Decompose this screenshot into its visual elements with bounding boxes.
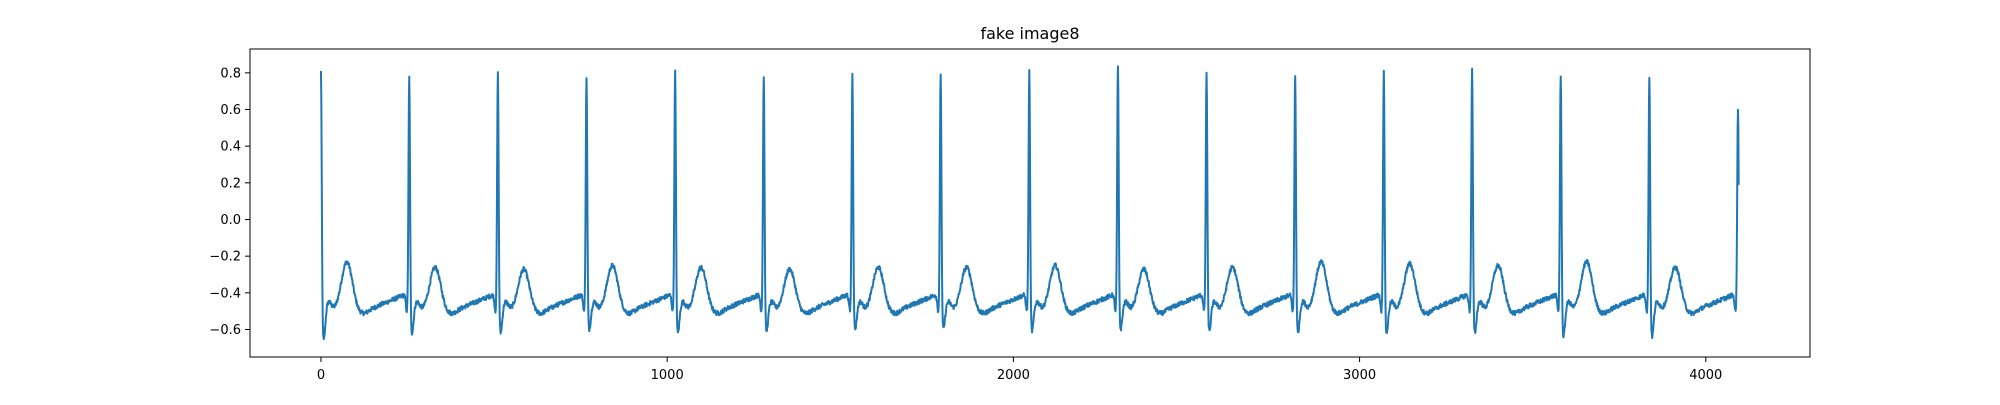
- y-tick-label: −0.4: [209, 286, 241, 301]
- y-tick-label: 0.8: [220, 66, 241, 81]
- y-tick-label: 0.0: [220, 213, 241, 228]
- y-tick-label: −0.6: [209, 323, 241, 338]
- x-tick-label: 1000: [651, 368, 684, 383]
- x-tick-label: 2000: [997, 368, 1030, 383]
- x-tick-label: 3000: [1343, 368, 1376, 383]
- y-tick-label: −0.2: [209, 250, 241, 265]
- y-tick-label: 0.2: [220, 176, 241, 191]
- y-tick-label: 0.4: [220, 140, 241, 155]
- plot-frame: [249, 48, 1811, 358]
- series-line: [319, 65, 1740, 341]
- plot-area: [319, 65, 1740, 341]
- axes: 0 1000 2000 3000 4000 −0.6 −0.4 −0.2 0.0 0.2 0.4 0.…: [209, 48, 1811, 383]
- x-tick-label: 0: [317, 368, 325, 383]
- chart-title: fake image8: [980, 24, 1079, 43]
- y-tick-label: 0.6: [220, 103, 241, 118]
- x-tick-label: 4000: [1689, 368, 1722, 383]
